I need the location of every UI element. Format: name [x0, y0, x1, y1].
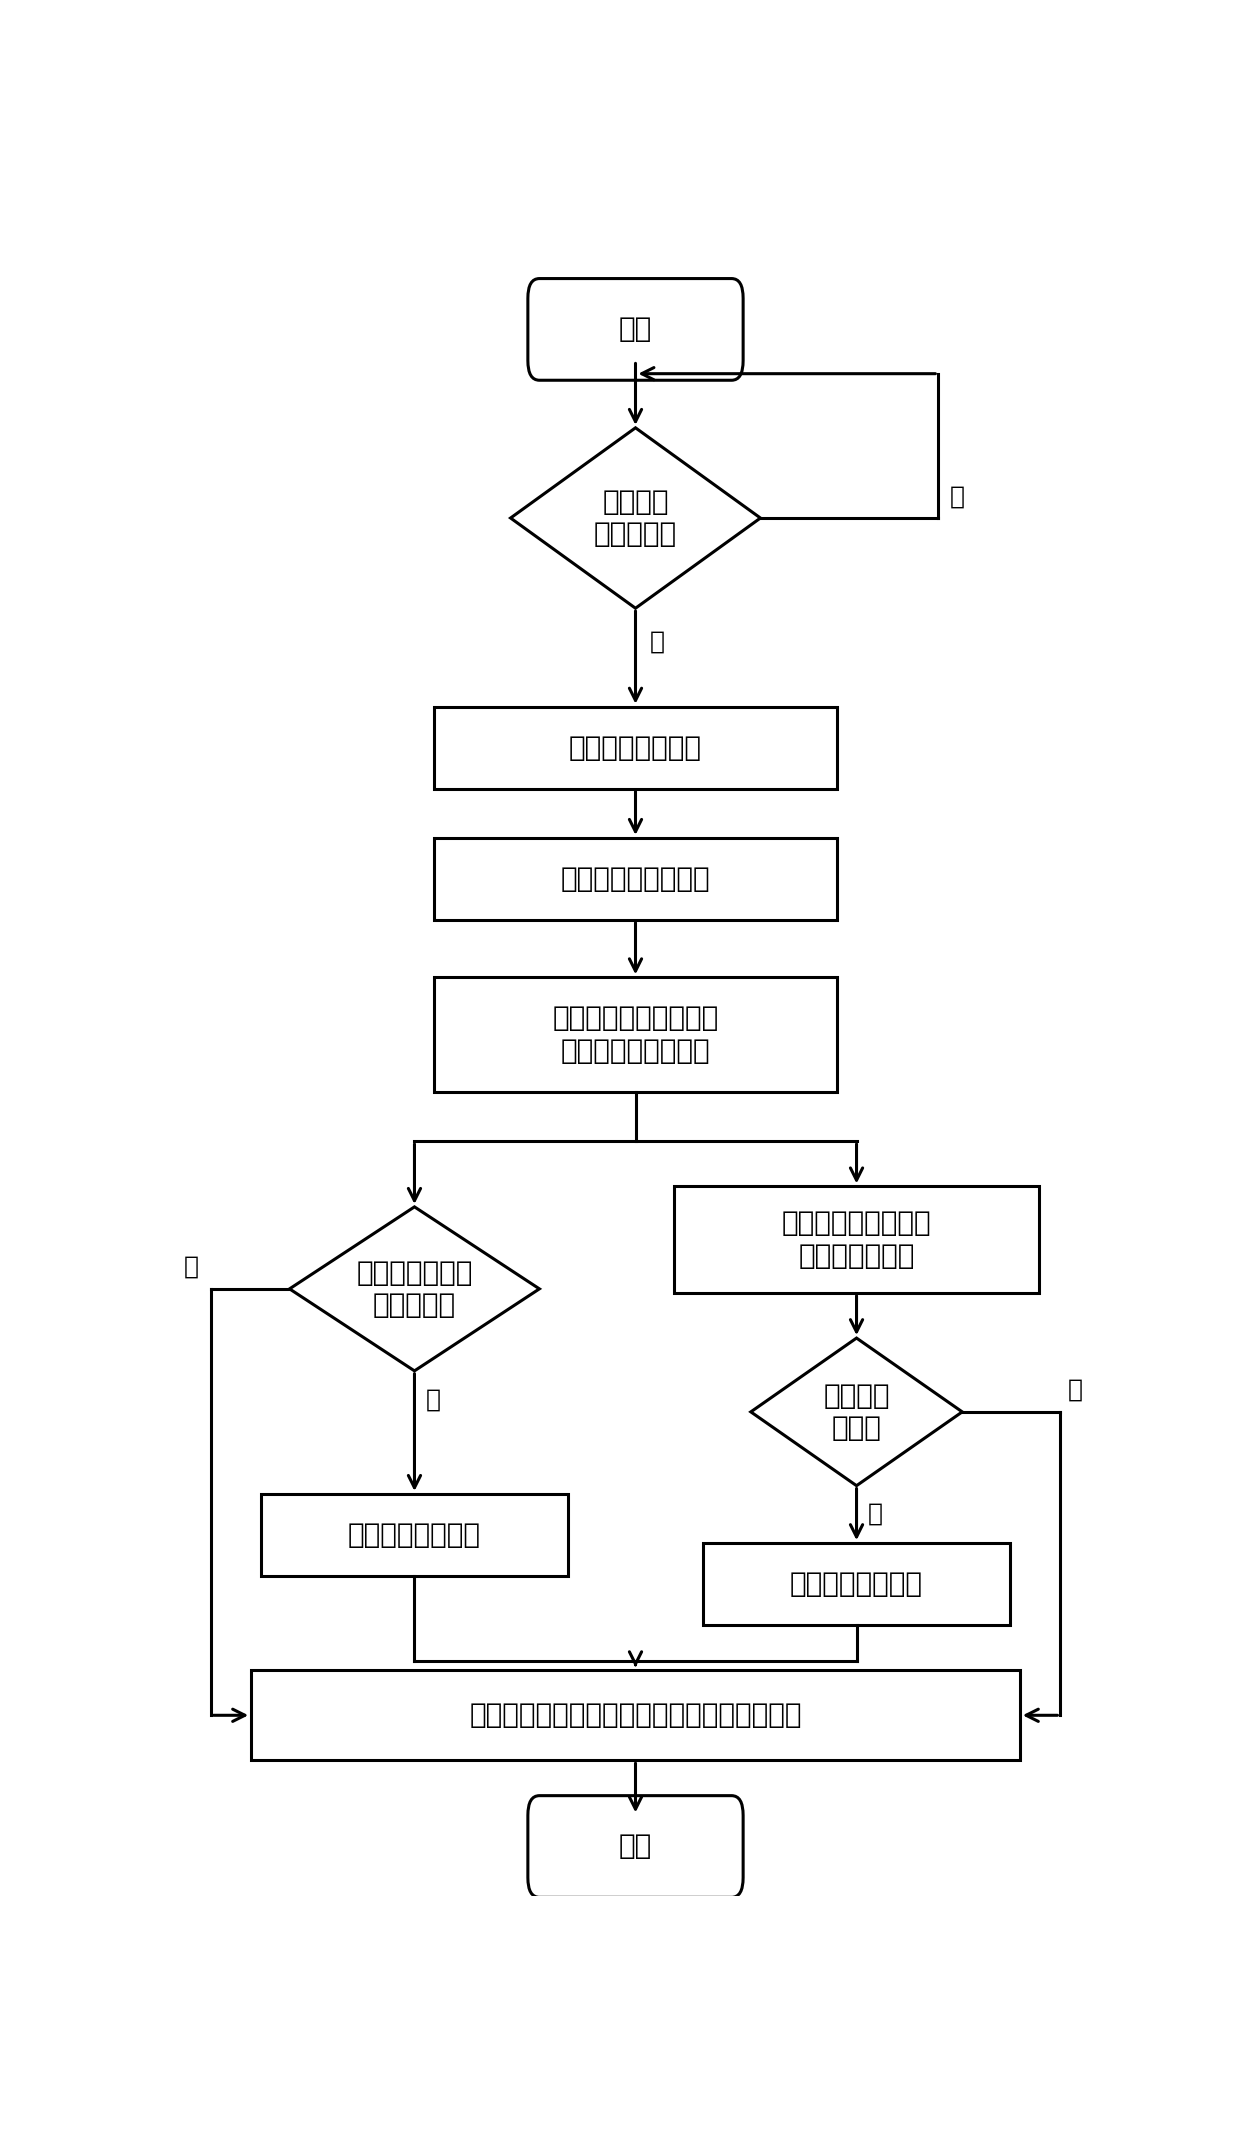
- FancyBboxPatch shape: [528, 1796, 743, 1898]
- Bar: [250, 1670, 1021, 1759]
- Bar: [703, 1542, 1011, 1625]
- Text: 紫外探测
是否有燃弧: 紫外探测 是否有燃弧: [594, 488, 677, 547]
- Text: 判断是否
有燃弧: 判断是否 有燃弧: [823, 1382, 890, 1442]
- Text: 利用红外热像仪和光学
相机对弓网进行抓拍: 利用红外热像仪和光学 相机对弓网进行抓拍: [552, 1005, 719, 1065]
- Text: 对光学图像进行区域
定位及阈值分割: 对光学图像进行区域 定位及阈值分割: [781, 1210, 931, 1269]
- Text: 否: 否: [185, 1255, 200, 1278]
- Text: 判断是否有燃弧，并计算最终的燃弧能量等级: 判断是否有燃弧，并计算最终的燃弧能量等级: [469, 1702, 802, 1730]
- Text: 是: 是: [650, 630, 665, 654]
- Bar: [434, 837, 837, 920]
- Text: 进行能量等级评估: 进行能量等级评估: [569, 733, 702, 763]
- Polygon shape: [751, 1338, 962, 1487]
- Text: 进行能量等级评估: 进行能量等级评估: [790, 1570, 923, 1598]
- Bar: [260, 1493, 568, 1576]
- Bar: [434, 978, 837, 1093]
- Text: 计算燃弧持续的时间: 计算燃弧持续的时间: [560, 865, 711, 892]
- Text: 是: 是: [868, 1502, 883, 1525]
- Text: 结束: 结束: [619, 1832, 652, 1859]
- Polygon shape: [290, 1208, 539, 1372]
- FancyBboxPatch shape: [528, 279, 743, 381]
- Text: 开始: 开始: [619, 315, 652, 343]
- Text: 是: 是: [427, 1387, 441, 1412]
- Text: 红外热像仪检测
是否有燃弧: 红外热像仪检测 是否有燃弧: [356, 1259, 472, 1318]
- Bar: [434, 707, 837, 788]
- Text: 否: 否: [1068, 1378, 1083, 1402]
- Bar: [675, 1186, 1039, 1293]
- Polygon shape: [511, 428, 760, 609]
- Text: 进行能量等级评估: 进行能量等级评估: [348, 1521, 481, 1549]
- Text: 否: 否: [950, 484, 965, 509]
